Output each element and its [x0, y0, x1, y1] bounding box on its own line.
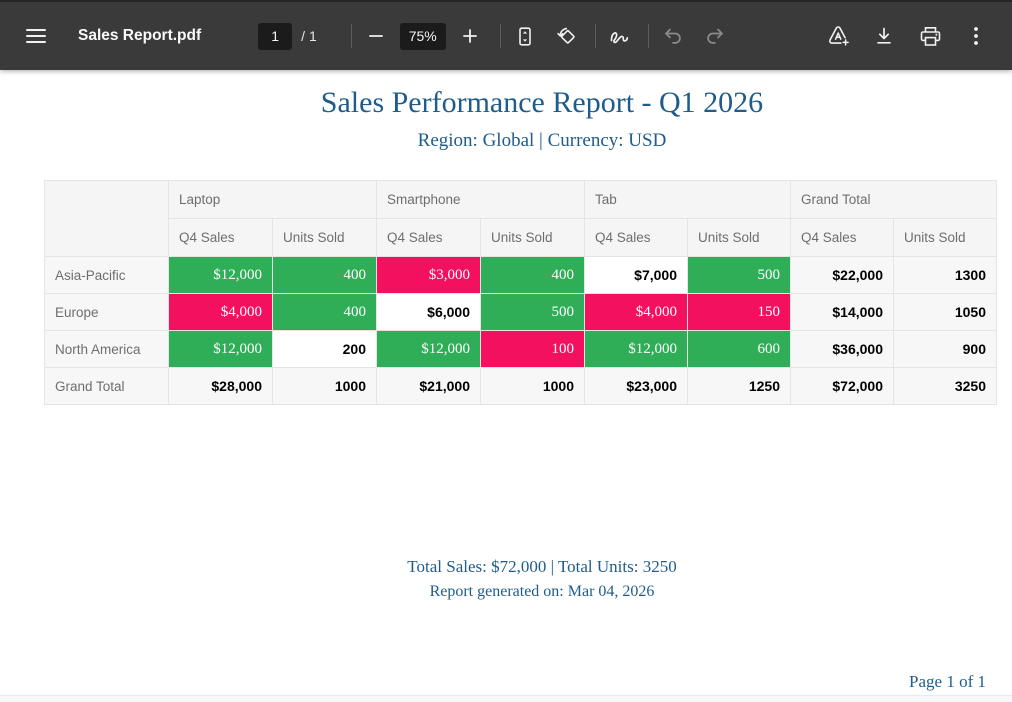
table-cell: 1300 [893, 256, 997, 294]
sub-column-header: Units Sold [272, 218, 377, 257]
zoom-out-button[interactable] [360, 20, 392, 52]
document-title: Sales Report.pdf [78, 27, 202, 44]
plus-icon [462, 28, 478, 44]
table-cell: $6,000 [376, 293, 481, 331]
page-footer: Page 1 of 1 [909, 672, 986, 691]
table-cell: 1000 [272, 367, 377, 405]
redo-button[interactable] [699, 20, 731, 52]
fit-to-page-button[interactable] [509, 20, 541, 52]
column-group-header: Smartphone [376, 180, 585, 219]
table-cell: $4,000 [168, 293, 273, 331]
download-icon [874, 26, 894, 46]
zoom-level-input[interactable]: 75% [399, 22, 446, 50]
download-button[interactable] [868, 20, 900, 52]
table-cell: $12,000 [584, 330, 688, 368]
page-number-input[interactable]: 1 [258, 22, 293, 50]
sub-column-header: Units Sold [893, 218, 997, 257]
rotate-button[interactable] [551, 20, 583, 52]
table-cell: $22,000 [790, 256, 894, 294]
pen-scribble-icon [608, 27, 631, 46]
pdf-page: Sales Performance Report - Q1 2026 Regio… [0, 72, 1012, 695]
page-total-label: / 1 [301, 28, 317, 44]
sub-column-header: Q4 Sales [168, 218, 273, 257]
table-cell: 400 [272, 293, 377, 331]
table-cell: $28,000 [168, 367, 273, 405]
rotate-icon [556, 25, 578, 47]
toolbar-divider [594, 24, 596, 48]
table-cell: 500 [480, 293, 585, 331]
print-icon [919, 26, 942, 47]
row-label: Grand Total [44, 367, 169, 405]
minus-icon [368, 28, 384, 44]
table-cell: $7,000 [584, 256, 688, 294]
kebab-menu-icon [973, 26, 979, 46]
table-cell: $12,000 [168, 330, 273, 368]
row-label: Asia-Pacific [44, 256, 169, 294]
table-cell: $23,000 [584, 367, 688, 405]
zoom-in-button[interactable] [454, 20, 486, 52]
row-label: North America [44, 330, 169, 368]
row-label: Europe [44, 293, 169, 331]
menu-button[interactable] [20, 20, 52, 52]
table-row: Grand Total $28,000 1000 $21,000 1000 $23,000… [44, 367, 997, 405]
column-group-header: Laptop [168, 180, 377, 219]
redo-icon [705, 27, 725, 46]
more-options-button[interactable] [960, 20, 992, 52]
table-cell: 100 [480, 330, 585, 368]
table-header: Laptop Smartphone Tab Grand Total Q4 Sales Un… [44, 180, 997, 257]
report-title: Sales Performance Report - Q1 2026 [320, 86, 764, 119]
column-group-header: Grand Total [790, 180, 997, 219]
table-cell: $4,000 [584, 293, 688, 331]
fit-page-icon [517, 26, 533, 46]
add-annotation-button[interactable] [822, 20, 854, 52]
toolbar-divider [647, 24, 649, 48]
table-corner-cell [44, 180, 169, 257]
table-cell: $12,000 [376, 330, 481, 368]
table-cell: 600 [687, 330, 791, 368]
sub-column-header: Q4 Sales [376, 218, 481, 257]
table-cell: $21,000 [376, 367, 481, 405]
annotate-draw-button[interactable] [604, 20, 636, 52]
table-cell: 200 [272, 330, 377, 368]
report-subtitle: Region: Global | Currency: USD [417, 130, 667, 151]
table-cell: 3250 [893, 367, 997, 405]
undo-button[interactable] [657, 20, 689, 52]
table-cell: $72,000 [790, 367, 894, 405]
sub-column-header: Units Sold [687, 218, 791, 257]
sales-report-table: Laptop Smartphone Tab Grand Total Q4 Sales Un… [44, 180, 997, 405]
totals-summary: Total Sales: $72,000 | Total Units: 3250 [407, 557, 677, 576]
toolbar-divider [350, 24, 352, 48]
undo-icon [663, 27, 683, 46]
table-cell: 1000 [480, 367, 585, 405]
table-row: Europe $4,000 400 $6,000 500 $4,000 150 $14,000… [44, 293, 997, 331]
table-cell: $14,000 [790, 293, 894, 331]
sub-column-header: Q4 Sales [584, 218, 688, 257]
pdf-viewer-toolbar: Sales Report.pdf 1 / 1 75% [0, 0, 1012, 70]
table-cell: $12,000 [168, 256, 273, 294]
generated-date: Report generated on: Mar 04, 2026 [429, 583, 655, 600]
toolbar-divider [499, 24, 501, 48]
table-cell: 400 [480, 256, 585, 294]
table-cell: 150 [687, 293, 791, 331]
sub-column-header: Units Sold [480, 218, 585, 257]
table-cell: $36,000 [790, 330, 894, 368]
print-button[interactable] [914, 20, 946, 52]
column-group-header: Tab [584, 180, 791, 219]
table-row: Asia-Pacific $12,000 400 $3,000 400 $7,000 500… [44, 256, 997, 294]
table-body: Asia-Pacific $12,000 400 $3,000 400 $7,000 500… [44, 256, 997, 405]
sub-column-header: Q4 Sales [790, 218, 894, 257]
table-cell: 1250 [687, 367, 791, 405]
table-cell: 500 [687, 256, 791, 294]
table-cell: $3,000 [376, 256, 481, 294]
table-cell: 400 [272, 256, 377, 294]
table-row: North America $12,000 200 $12,000 100 $12,000… [44, 330, 997, 368]
add-text-annotation-icon [826, 25, 851, 48]
table-cell: 1050 [893, 293, 997, 331]
hamburger-menu-icon [26, 28, 46, 44]
table-cell: 900 [893, 330, 997, 368]
viewport-bottom-edge [0, 695, 1012, 702]
